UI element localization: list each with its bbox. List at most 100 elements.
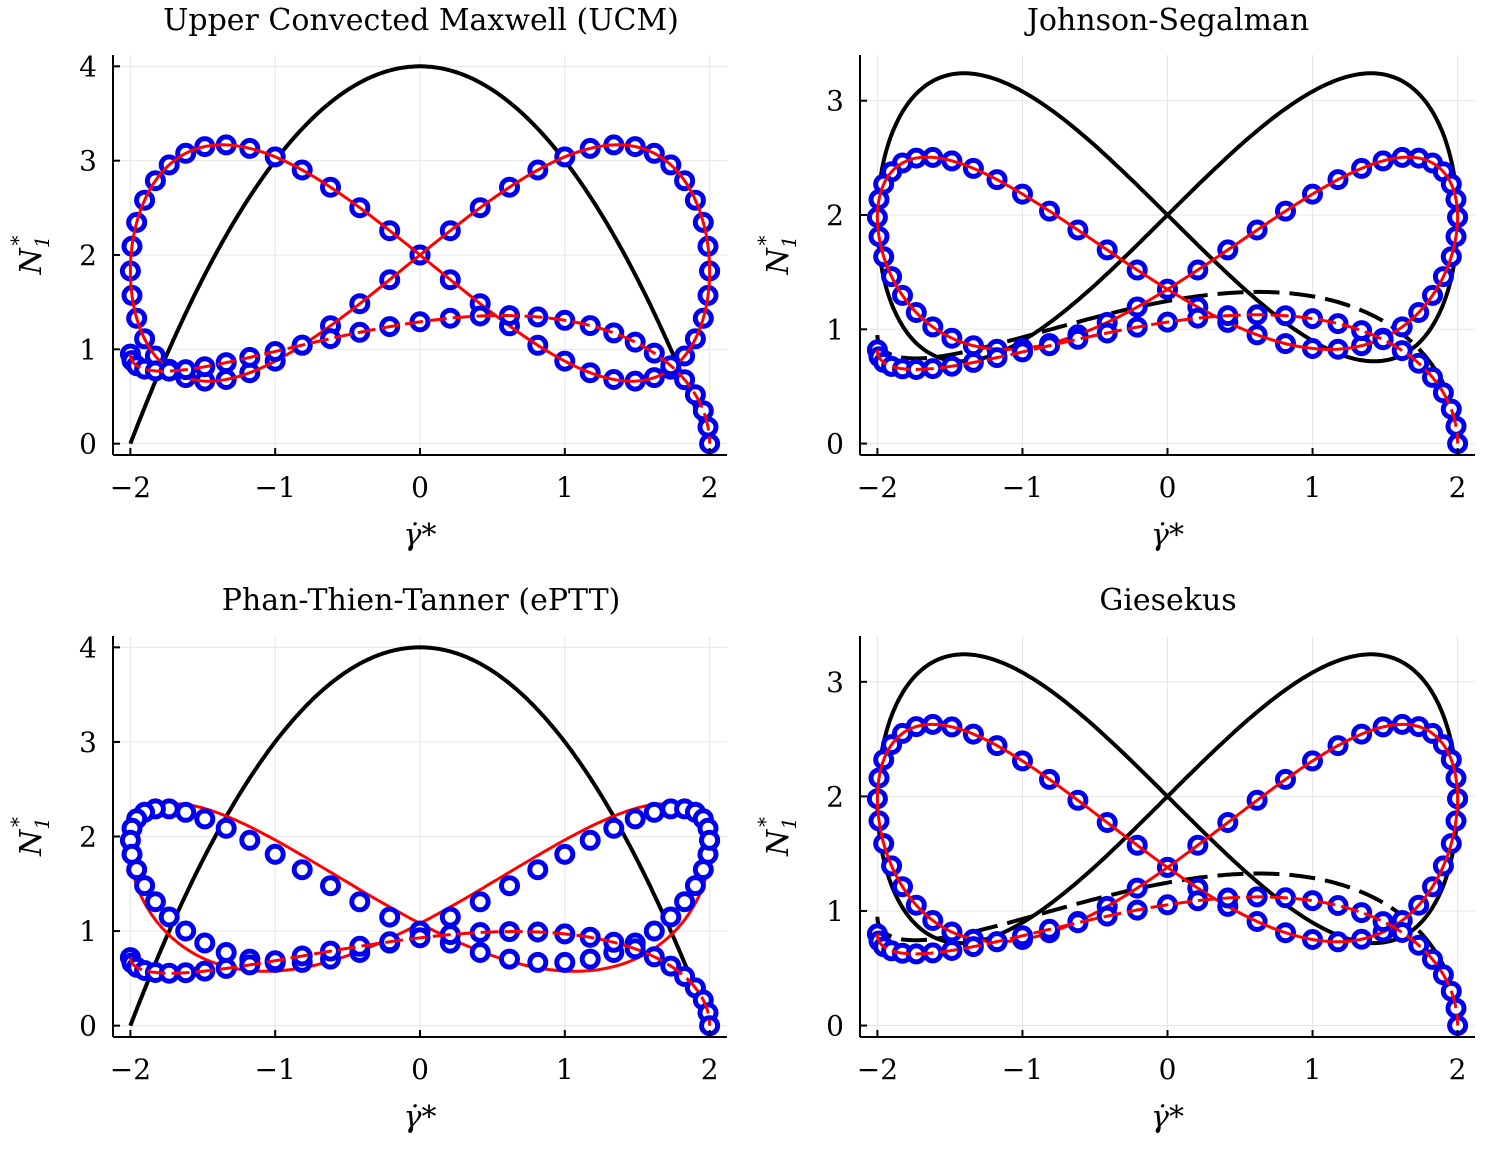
y-tick-label: 0 bbox=[79, 1010, 97, 1043]
blue-marker bbox=[699, 829, 721, 851]
y-tick-label: 0 bbox=[826, 428, 844, 461]
red-dashed-curve bbox=[128, 314, 712, 444]
y-axis-label-main: N bbox=[761, 828, 796, 857]
y-axis-label: N1* bbox=[6, 236, 54, 276]
blue-marker bbox=[126, 859, 148, 881]
x-tick-label: −2 bbox=[110, 1053, 151, 1086]
x-tick-label: 2 bbox=[701, 471, 719, 504]
blue-marker bbox=[144, 891, 166, 913]
panel-title: Giesekus bbox=[1099, 583, 1236, 618]
red-curve bbox=[128, 143, 712, 383]
plot-area bbox=[119, 64, 721, 455]
x-tick-label: 0 bbox=[411, 471, 429, 504]
blue-marker bbox=[1351, 320, 1373, 342]
blue-marker bbox=[579, 829, 601, 851]
panel-title: Upper Convected Maxwell (UCM) bbox=[163, 3, 679, 38]
y-tick-label: 1 bbox=[79, 333, 97, 366]
blue-marker bbox=[624, 808, 646, 830]
y-axis-label-main: N bbox=[14, 246, 49, 275]
red-dashed-curve bbox=[875, 313, 1460, 444]
blue-marker bbox=[554, 843, 576, 865]
blue-marker bbox=[239, 829, 261, 851]
x-tick-label: 0 bbox=[411, 1053, 429, 1086]
x-tick-label: 1 bbox=[1304, 471, 1322, 504]
blue-marker bbox=[1067, 912, 1089, 934]
blue-marker bbox=[469, 942, 491, 963]
plot-area bbox=[866, 71, 1469, 455]
x-tick-label: 2 bbox=[701, 1053, 719, 1086]
blue-marker bbox=[349, 891, 371, 913]
black-curve bbox=[128, 64, 712, 445]
y-axis-label-main: N bbox=[14, 828, 49, 857]
y-axis-label-sub: 1 bbox=[30, 817, 54, 830]
blue-marker bbox=[1327, 895, 1349, 916]
blue-marker bbox=[469, 891, 491, 913]
blue-marker bbox=[643, 801, 665, 823]
y-axis-label-sub: 1 bbox=[777, 236, 801, 249]
panel-ucm: Upper Convected Maxwell (UCM) −2 −1 0 1 2 0 1 2… bbox=[6, 3, 727, 553]
blue-marker bbox=[439, 906, 461, 928]
blue-marker bbox=[215, 817, 237, 839]
y-tick-label: 0 bbox=[79, 428, 97, 461]
blue-marker bbox=[320, 328, 341, 350]
blue-marker bbox=[643, 920, 665, 942]
blue-marker bbox=[134, 875, 156, 897]
blue-marker bbox=[158, 906, 180, 928]
y-axis-label: N1* bbox=[753, 236, 801, 276]
blue-marker bbox=[674, 891, 696, 913]
y-tick-label: 3 bbox=[826, 85, 844, 118]
y-axis-label: N1* bbox=[753, 817, 801, 857]
black-dashed-curve bbox=[875, 289, 1460, 444]
x-axis-label: γ̇* bbox=[1151, 1100, 1184, 1135]
y-tick-label: 1 bbox=[79, 915, 97, 948]
y-tick-label: 1 bbox=[826, 895, 844, 928]
x-tick-label: 1 bbox=[556, 1053, 574, 1086]
y-tick-label: 1 bbox=[826, 313, 844, 346]
blue-marker bbox=[660, 906, 682, 928]
y-tick-label: 3 bbox=[79, 726, 97, 759]
blue-marker bbox=[320, 875, 341, 897]
plot-area bbox=[866, 652, 1469, 1036]
y-tick-label: 2 bbox=[826, 780, 844, 813]
blue-marker bbox=[291, 859, 313, 881]
black-dashed-curve bbox=[875, 871, 1460, 1026]
x-tick-label: −2 bbox=[110, 471, 151, 504]
blue-marker bbox=[579, 948, 601, 970]
blue-marker bbox=[1440, 398, 1462, 420]
blue-marker bbox=[1327, 313, 1349, 335]
y-tick-label: 4 bbox=[79, 631, 97, 664]
blue-marker bbox=[379, 906, 401, 928]
blue-marker bbox=[692, 859, 714, 881]
x-axis-label: γ̇* bbox=[1151, 518, 1184, 553]
y-axis-label: N1* bbox=[6, 817, 54, 857]
x-tick-label: −1 bbox=[1002, 1053, 1043, 1086]
y-axis-label-sub: 1 bbox=[777, 817, 801, 830]
blue-marker bbox=[194, 808, 216, 830]
blue-marker bbox=[692, 400, 714, 422]
blue-marker bbox=[175, 920, 197, 942]
blue-marker bbox=[1351, 902, 1373, 924]
y-axis-label-sub: 1 bbox=[30, 236, 54, 249]
panel-title: Johnson-Segalman bbox=[1024, 3, 1309, 38]
blue-marker bbox=[603, 817, 625, 839]
x-tick-label: 1 bbox=[556, 471, 574, 504]
panel-title: Phan-Thien-Tanner (ePTT) bbox=[222, 583, 621, 618]
blue-marker bbox=[1372, 329, 1394, 351]
x-tick-label: −1 bbox=[255, 471, 296, 504]
y-axis-label-sup: * bbox=[753, 236, 777, 246]
blue-marker bbox=[175, 801, 197, 823]
blue-marker bbox=[499, 948, 520, 970]
x-axis-label: γ̇* bbox=[404, 1100, 437, 1135]
red-curve bbox=[875, 155, 1460, 351]
x-tick-label: 0 bbox=[1159, 1053, 1177, 1086]
x-axis-label: γ̇* bbox=[404, 518, 437, 553]
y-axis-label-sup: * bbox=[753, 817, 777, 827]
panel-eptt: Phan-Thien-Tanner (ePTT) −2 −1 0 1 2 0 1 2 3 4 γ̇*… bbox=[6, 583, 727, 1135]
blue-marker bbox=[264, 843, 286, 865]
x-tick-label: 0 bbox=[1159, 471, 1177, 504]
blue-marker bbox=[499, 875, 520, 897]
y-tick-label: 0 bbox=[826, 1010, 844, 1043]
blue-marker bbox=[194, 932, 216, 954]
